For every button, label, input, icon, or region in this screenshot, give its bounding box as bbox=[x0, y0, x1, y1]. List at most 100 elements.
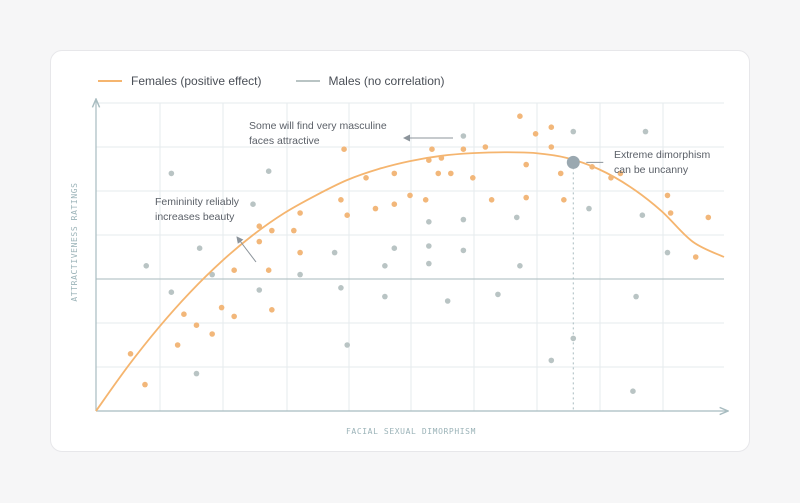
female-trend-curve bbox=[95, 151, 725, 412]
female-point bbox=[209, 331, 215, 337]
male-point bbox=[633, 293, 639, 300]
female-point bbox=[269, 227, 275, 234]
annotation-femininity-line: Femininity reliably bbox=[155, 196, 240, 208]
female-point bbox=[705, 214, 712, 221]
male-point bbox=[331, 249, 338, 256]
male-point bbox=[382, 293, 388, 300]
y-axis-title: ATTRACTIVENESS RATINGS bbox=[70, 182, 79, 301]
male-point bbox=[570, 335, 577, 342]
female-curve-line bbox=[95, 151, 725, 412]
female-point bbox=[407, 192, 413, 199]
female-point bbox=[127, 351, 134, 357]
male-point bbox=[586, 205, 592, 212]
female-points bbox=[127, 113, 712, 388]
female-point bbox=[664, 192, 671, 199]
female-point bbox=[256, 238, 263, 245]
female-point bbox=[344, 212, 351, 218]
female-point bbox=[557, 170, 564, 177]
female-point bbox=[523, 161, 529, 168]
annotation-uncanny: Extreme dimorphism can be uncanny bbox=[614, 149, 711, 176]
grid bbox=[96, 102, 724, 411]
female-point bbox=[142, 381, 148, 388]
female-point bbox=[548, 144, 555, 150]
female-point bbox=[561, 197, 567, 203]
male-point bbox=[639, 212, 646, 218]
female-point bbox=[517, 113, 523, 119]
female-point bbox=[435, 170, 442, 177]
female-point bbox=[488, 197, 495, 203]
annotations: Extreme dimorphism can be uncanny Some wil… bbox=[155, 120, 711, 263]
female-point bbox=[608, 175, 614, 181]
female-point bbox=[692, 254, 699, 260]
female-point bbox=[482, 144, 489, 150]
female-point bbox=[429, 146, 435, 152]
male-point bbox=[196, 245, 203, 251]
female-point bbox=[438, 155, 445, 161]
axes: FACIAL SEXUAL DIMORPHISM ATTRACTIVENESS R… bbox=[70, 99, 728, 436]
male-point bbox=[250, 201, 256, 207]
peak-marker bbox=[566, 155, 580, 169]
male-point bbox=[344, 342, 351, 348]
legend-item-males[interactable]: Males (no correlation) bbox=[295, 74, 445, 88]
female-point bbox=[391, 170, 398, 177]
male-point bbox=[338, 285, 344, 291]
annotation-masculine: Some will find very masculine faces attra… bbox=[249, 120, 387, 147]
male-point bbox=[143, 263, 150, 269]
female-point bbox=[617, 170, 624, 177]
male-point bbox=[517, 263, 523, 269]
male-point bbox=[460, 216, 467, 223]
annotation-masculine-line: Some will find very masculine bbox=[249, 120, 387, 132]
chart-card bbox=[50, 50, 750, 452]
male-point bbox=[168, 289, 175, 296]
femininity-arrow bbox=[236, 236, 257, 263]
female-point bbox=[181, 311, 187, 318]
male-point bbox=[193, 370, 200, 377]
male-point bbox=[570, 128, 577, 135]
female-point bbox=[265, 267, 272, 274]
female-point bbox=[470, 175, 476, 181]
female-point bbox=[426, 157, 432, 163]
female-point bbox=[532, 131, 539, 137]
legend-swatch-males bbox=[295, 80, 320, 82]
female-point bbox=[523, 194, 529, 201]
legend-item-females[interactable]: Females (positive effect) bbox=[98, 74, 262, 88]
female-point bbox=[448, 170, 454, 177]
female-point bbox=[174, 342, 181, 348]
female-point bbox=[218, 304, 225, 311]
legend: Females (positive effect) Males (no corr… bbox=[98, 74, 479, 88]
female-point bbox=[338, 197, 344, 203]
male-point bbox=[664, 249, 671, 256]
male-point bbox=[265, 168, 272, 174]
male-point bbox=[630, 388, 636, 395]
x-axis-title: FACIAL SEXUAL DIMORPHISM bbox=[346, 427, 476, 436]
male-point bbox=[460, 247, 467, 254]
female-point bbox=[231, 267, 237, 274]
female-point bbox=[391, 201, 398, 207]
female-point bbox=[548, 124, 555, 130]
female-point bbox=[291, 227, 297, 234]
male-point bbox=[460, 133, 467, 139]
female-point bbox=[341, 146, 347, 152]
male-point bbox=[513, 214, 520, 221]
female-point bbox=[297, 249, 303, 256]
female-point bbox=[667, 210, 674, 216]
male-point bbox=[209, 271, 215, 278]
male-point bbox=[426, 260, 432, 267]
male-point bbox=[642, 128, 649, 135]
female-point bbox=[460, 146, 467, 152]
female-point bbox=[231, 313, 237, 320]
male-point bbox=[548, 357, 555, 364]
annotation-femininity-line: increases beauty bbox=[155, 211, 235, 223]
female-point bbox=[193, 322, 200, 329]
male-point bbox=[382, 263, 388, 269]
female-point bbox=[269, 307, 275, 313]
annotation-uncanny-line: Extreme dimorphism bbox=[614, 149, 711, 161]
female-point bbox=[372, 205, 379, 212]
male-point bbox=[495, 291, 501, 298]
female-point bbox=[422, 197, 429, 203]
male-point bbox=[256, 287, 263, 293]
legend-swatch-females bbox=[98, 80, 122, 82]
male-point bbox=[426, 219, 432, 225]
male-point bbox=[297, 271, 303, 278]
